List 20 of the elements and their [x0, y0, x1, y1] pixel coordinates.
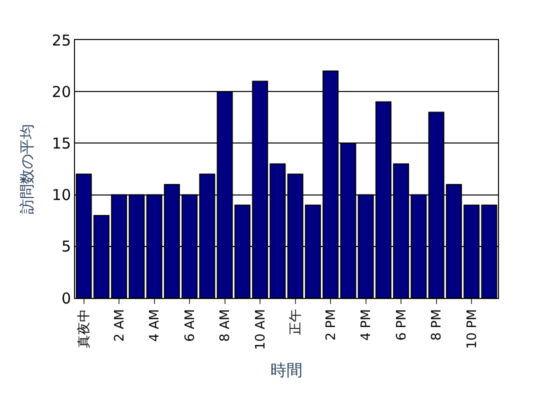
x-tick-label: 4 PM — [359, 309, 374, 341]
x-tick-label: 4 AM — [148, 309, 163, 342]
x-tick-label: 8 AM — [218, 309, 234, 342]
x-tick-label: 10 AM — [253, 309, 268, 350]
y-axis-title: 訪問数の平均 — [18, 124, 36, 214]
y-tick-label: 25 — [52, 31, 71, 50]
y-tick-label: 20 — [52, 82, 71, 101]
y-tick-label: 10 — [52, 186, 71, 204]
x-tick-label: 2 PM — [324, 309, 339, 341]
x-tick-label: 6 AM — [182, 309, 198, 342]
y-tick-label: 5 — [61, 238, 71, 256]
x-tick-label: 8 PM — [430, 309, 445, 341]
x-tick-label: 真夜中 — [76, 309, 92, 348]
y-tick-label: 15 — [52, 134, 71, 152]
x-tick-label: 2 AM — [112, 309, 128, 342]
x-tick-label: 正午 — [288, 309, 304, 336]
x-tick-label: 6 PM — [394, 309, 410, 341]
x-tick-label: 10 PM — [464, 309, 480, 349]
y-tick-label: 0 — [61, 289, 71, 308]
x-axis-title: 時間 — [270, 360, 302, 380]
